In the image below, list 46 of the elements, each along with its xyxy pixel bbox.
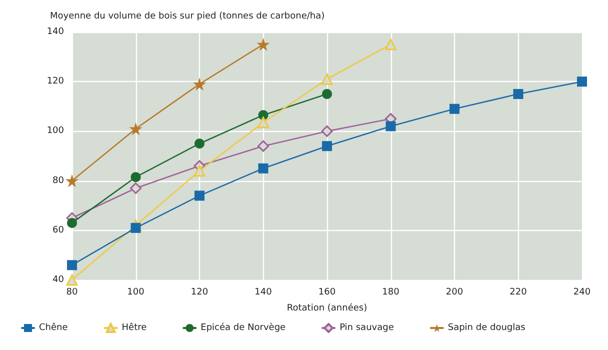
point xyxy=(194,138,204,149)
point xyxy=(194,165,206,177)
legend-label: Hêtre xyxy=(122,322,148,333)
point xyxy=(577,76,587,87)
y-tick-label: 80 xyxy=(52,176,64,186)
x-tick-label: 120 xyxy=(190,288,208,298)
x-tick-label: 200 xyxy=(446,288,464,298)
point xyxy=(321,73,333,85)
y-axis-title: Moyenne du volume de bois sur pied (tonnes de carbone/ha) xyxy=(50,12,325,22)
x-tick-label: 80 xyxy=(66,288,78,298)
x-tick-label: 240 xyxy=(573,288,591,298)
point xyxy=(130,182,142,194)
x-tick-label: 180 xyxy=(382,288,400,298)
point xyxy=(513,89,524,99)
point xyxy=(256,38,270,51)
point xyxy=(193,78,206,91)
point xyxy=(321,125,333,137)
point xyxy=(258,163,268,174)
point xyxy=(386,121,396,132)
x-tick-label: 140 xyxy=(254,288,272,298)
point xyxy=(67,260,77,270)
point xyxy=(385,38,396,50)
point xyxy=(129,122,142,136)
point xyxy=(258,140,269,152)
y-tick-label: 40 xyxy=(52,275,64,285)
point xyxy=(67,218,77,228)
legend-label: Epicéa de Norvège xyxy=(200,322,286,333)
point xyxy=(66,174,78,188)
y-tick-label: 60 xyxy=(52,225,64,236)
point xyxy=(130,222,141,233)
point xyxy=(322,89,332,99)
point xyxy=(450,104,460,114)
legend-label: Chêne xyxy=(39,322,68,333)
point xyxy=(194,190,204,201)
y-tick-label: 120 xyxy=(46,76,64,87)
x-tick-label: 160 xyxy=(318,288,336,298)
legend-label: Sapin de douglas xyxy=(448,323,526,333)
point xyxy=(258,116,269,128)
x-tick-label: 220 xyxy=(510,288,528,298)
point xyxy=(322,141,332,152)
y-tick-label: 140 xyxy=(46,27,64,37)
x-tick-label: 100 xyxy=(127,288,145,298)
point xyxy=(130,172,141,182)
legend-label: Pin sauvage xyxy=(340,323,394,333)
x-axis-title: Rotation (années) xyxy=(286,302,368,314)
y-tick-label: 100 xyxy=(46,126,64,136)
